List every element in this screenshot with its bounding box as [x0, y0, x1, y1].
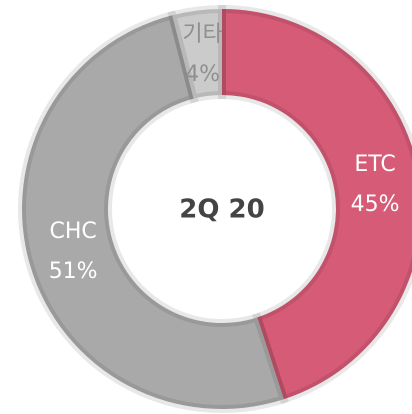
segment-name: CHC [50, 219, 97, 244]
segment-name: ETC [354, 152, 395, 177]
segment-name: 기타 [182, 22, 222, 47]
segment-value: 45% [351, 192, 400, 217]
donut [18, 4, 412, 413]
donut-segment [167, 4, 226, 104]
donut-segment [18, 10, 289, 413]
donut-segment [218, 4, 412, 405]
segment-value: 51% [49, 259, 98, 284]
center-label: 2Q 20 [179, 195, 264, 225]
segment-value: 4% [185, 62, 220, 87]
